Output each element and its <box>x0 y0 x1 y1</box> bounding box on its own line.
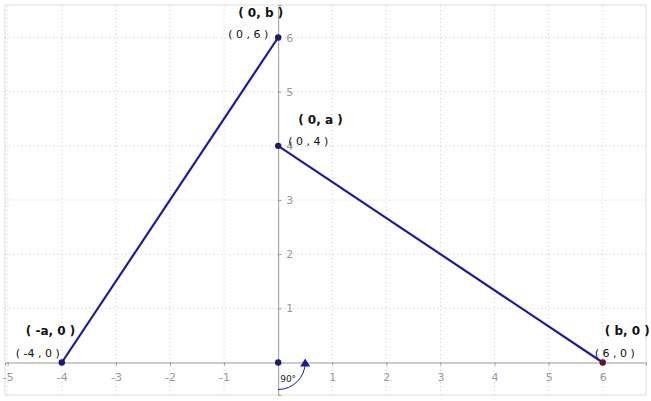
x-tick: 6 <box>600 363 607 385</box>
point <box>275 359 281 365</box>
y-tick-label: 6 <box>286 32 293 45</box>
y-tick: 3 <box>278 194 293 207</box>
x-tick: 3 <box>437 363 444 385</box>
x-tick-mark <box>116 363 117 366</box>
y-tick: 5 <box>278 86 293 99</box>
angle-arrow <box>300 359 310 367</box>
y-tick-mark <box>278 200 281 201</box>
x-tick-label: 1 <box>329 371 336 384</box>
grid-line-x <box>440 5 441 395</box>
point-label: ( 0, b ) <box>238 6 283 20</box>
y-tick-label: 2 <box>286 248 293 261</box>
point-coords: ( 0 , 4 ) <box>288 135 328 148</box>
grid-line-y <box>5 308 646 309</box>
x-axis-line <box>6 363 647 366</box>
x-tick-mark <box>549 363 550 366</box>
x-tick-mark <box>332 363 333 366</box>
point-label: ( b, 0 ) <box>605 324 650 338</box>
x-tick-label: 6 <box>600 371 607 384</box>
point-coords: ( 6 , 0 ) <box>595 347 635 360</box>
point-label: ( 0, a ) <box>298 113 343 127</box>
x-tick: -2 <box>165 363 176 385</box>
x-tick: 2 <box>383 363 390 385</box>
grid-line-x <box>386 5 387 395</box>
x-tick-label: -2 <box>165 371 176 384</box>
chart: -5-4-3-2-112345612345690°( 0, b )( 0 , 6… <box>0 0 651 401</box>
point <box>59 359 65 365</box>
x-tick-label: -1 <box>219 371 230 384</box>
y-tick-label: 3 <box>286 194 293 207</box>
x-tick-mark <box>224 363 225 366</box>
point-coords: ( -4 , 0 ) <box>16 347 60 360</box>
x-tick: -3 <box>111 363 122 385</box>
point <box>275 34 281 40</box>
y-tick-mark <box>278 254 281 255</box>
x-tick-mark <box>386 363 387 366</box>
y-tick: 2 <box>278 248 293 261</box>
grid-line-x <box>602 5 603 395</box>
grid-line-x <box>224 5 225 395</box>
point <box>600 359 606 365</box>
grid-line-y <box>5 91 646 92</box>
x-tick-label: 2 <box>383 371 390 384</box>
x-tick: -1 <box>219 363 230 385</box>
x-tick: 5 <box>546 363 553 385</box>
x-tick-label: -3 <box>111 371 122 384</box>
x-tick-mark <box>495 363 496 366</box>
x-tick-mark <box>440 363 441 366</box>
grid-line-x <box>115 5 116 395</box>
grid-line-x <box>7 5 8 395</box>
x-axis: -5 -4 -3 -2 -1 1 2 3 4 5 6 <box>3 363 647 385</box>
x-tick-label: 3 <box>437 371 444 384</box>
x-tick: -5 <box>3 363 14 385</box>
grid-line-x <box>494 5 495 395</box>
x-tick-label: -4 <box>57 371 68 384</box>
x-tick: -4 <box>57 363 68 385</box>
x-tick-mark <box>170 363 171 366</box>
grid-line-x <box>548 5 549 395</box>
x-tick-label: -5 <box>3 371 14 384</box>
grid-line-y <box>5 254 646 255</box>
grid-line-y <box>5 37 646 38</box>
y-axis: 123456 <box>278 6 293 396</box>
x-tick: 4 <box>492 363 499 385</box>
grid-line-x <box>332 5 333 395</box>
y-tick-mark <box>278 308 281 309</box>
segment <box>62 38 278 363</box>
x-tick-mark <box>8 363 9 366</box>
angle-arc <box>278 363 305 390</box>
y-tick-label: 1 <box>286 302 293 315</box>
grid <box>5 5 646 395</box>
y-axis-line <box>279 6 282 396</box>
x-tick-label: 4 <box>492 371 499 384</box>
angle-label: 90° <box>280 374 296 384</box>
plot-frame <box>5 5 646 395</box>
point-labels: ( 0, b ) ( 0 , 6 ) ( 0, a ) ( 0 , 4 ) ( -a, … <box>16 6 650 360</box>
grid-line-y <box>5 200 646 201</box>
point-label: ( -a, 0 ) <box>26 324 76 338</box>
segment <box>278 146 603 363</box>
marks <box>59 34 606 365</box>
y-tick: 1 <box>278 302 293 315</box>
point <box>275 143 281 149</box>
y-tick-mark <box>278 92 281 93</box>
y-tick-label: 5 <box>286 86 293 99</box>
x-tick: 1 <box>329 363 336 385</box>
point-coords: ( 0 , 6 ) <box>228 28 268 41</box>
x-tick-label: 5 <box>546 371 553 384</box>
